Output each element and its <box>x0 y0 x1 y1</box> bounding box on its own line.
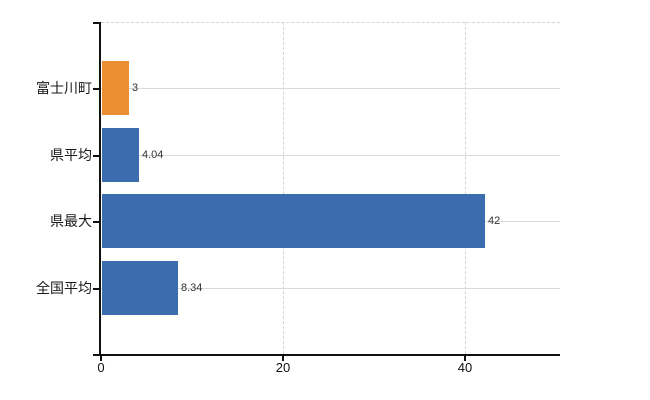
bar <box>102 128 139 182</box>
y-axis-tick <box>93 155 99 157</box>
x-axis-tick <box>464 356 466 361</box>
category-label: 県平均 <box>50 147 92 163</box>
y-axis-tick <box>93 22 99 24</box>
y-axis-tick <box>93 221 99 223</box>
horizontal-gridline <box>101 155 560 156</box>
x-axis <box>93 354 560 356</box>
y-axis <box>99 22 101 356</box>
y-axis-tick <box>93 288 99 290</box>
value-label: 8.34 <box>181 282 203 294</box>
x-axis-tick <box>100 356 102 361</box>
x-tick-label: 20 <box>275 360 291 375</box>
value-label: 3 <box>132 82 139 94</box>
category-label: 富士川町 <box>36 80 92 96</box>
category-label: 県最大 <box>50 213 92 229</box>
x-tick-label: 40 <box>457 360 473 375</box>
y-axis-tick <box>93 88 99 90</box>
vertical-gridline <box>283 22 285 354</box>
horizontal-gridline <box>101 88 560 89</box>
category-label: 全国平均 <box>36 280 92 296</box>
value-label: 4.04 <box>142 149 164 161</box>
x-tick-label: 0 <box>97 360 105 375</box>
value-label: 42 <box>488 215 501 227</box>
plot-top-border <box>101 22 560 23</box>
vertical-gridline <box>465 22 467 354</box>
bar <box>102 261 178 315</box>
horizontal-gridline <box>101 288 560 289</box>
bar <box>102 194 485 248</box>
bar <box>102 61 129 115</box>
x-axis-tick <box>282 356 284 361</box>
